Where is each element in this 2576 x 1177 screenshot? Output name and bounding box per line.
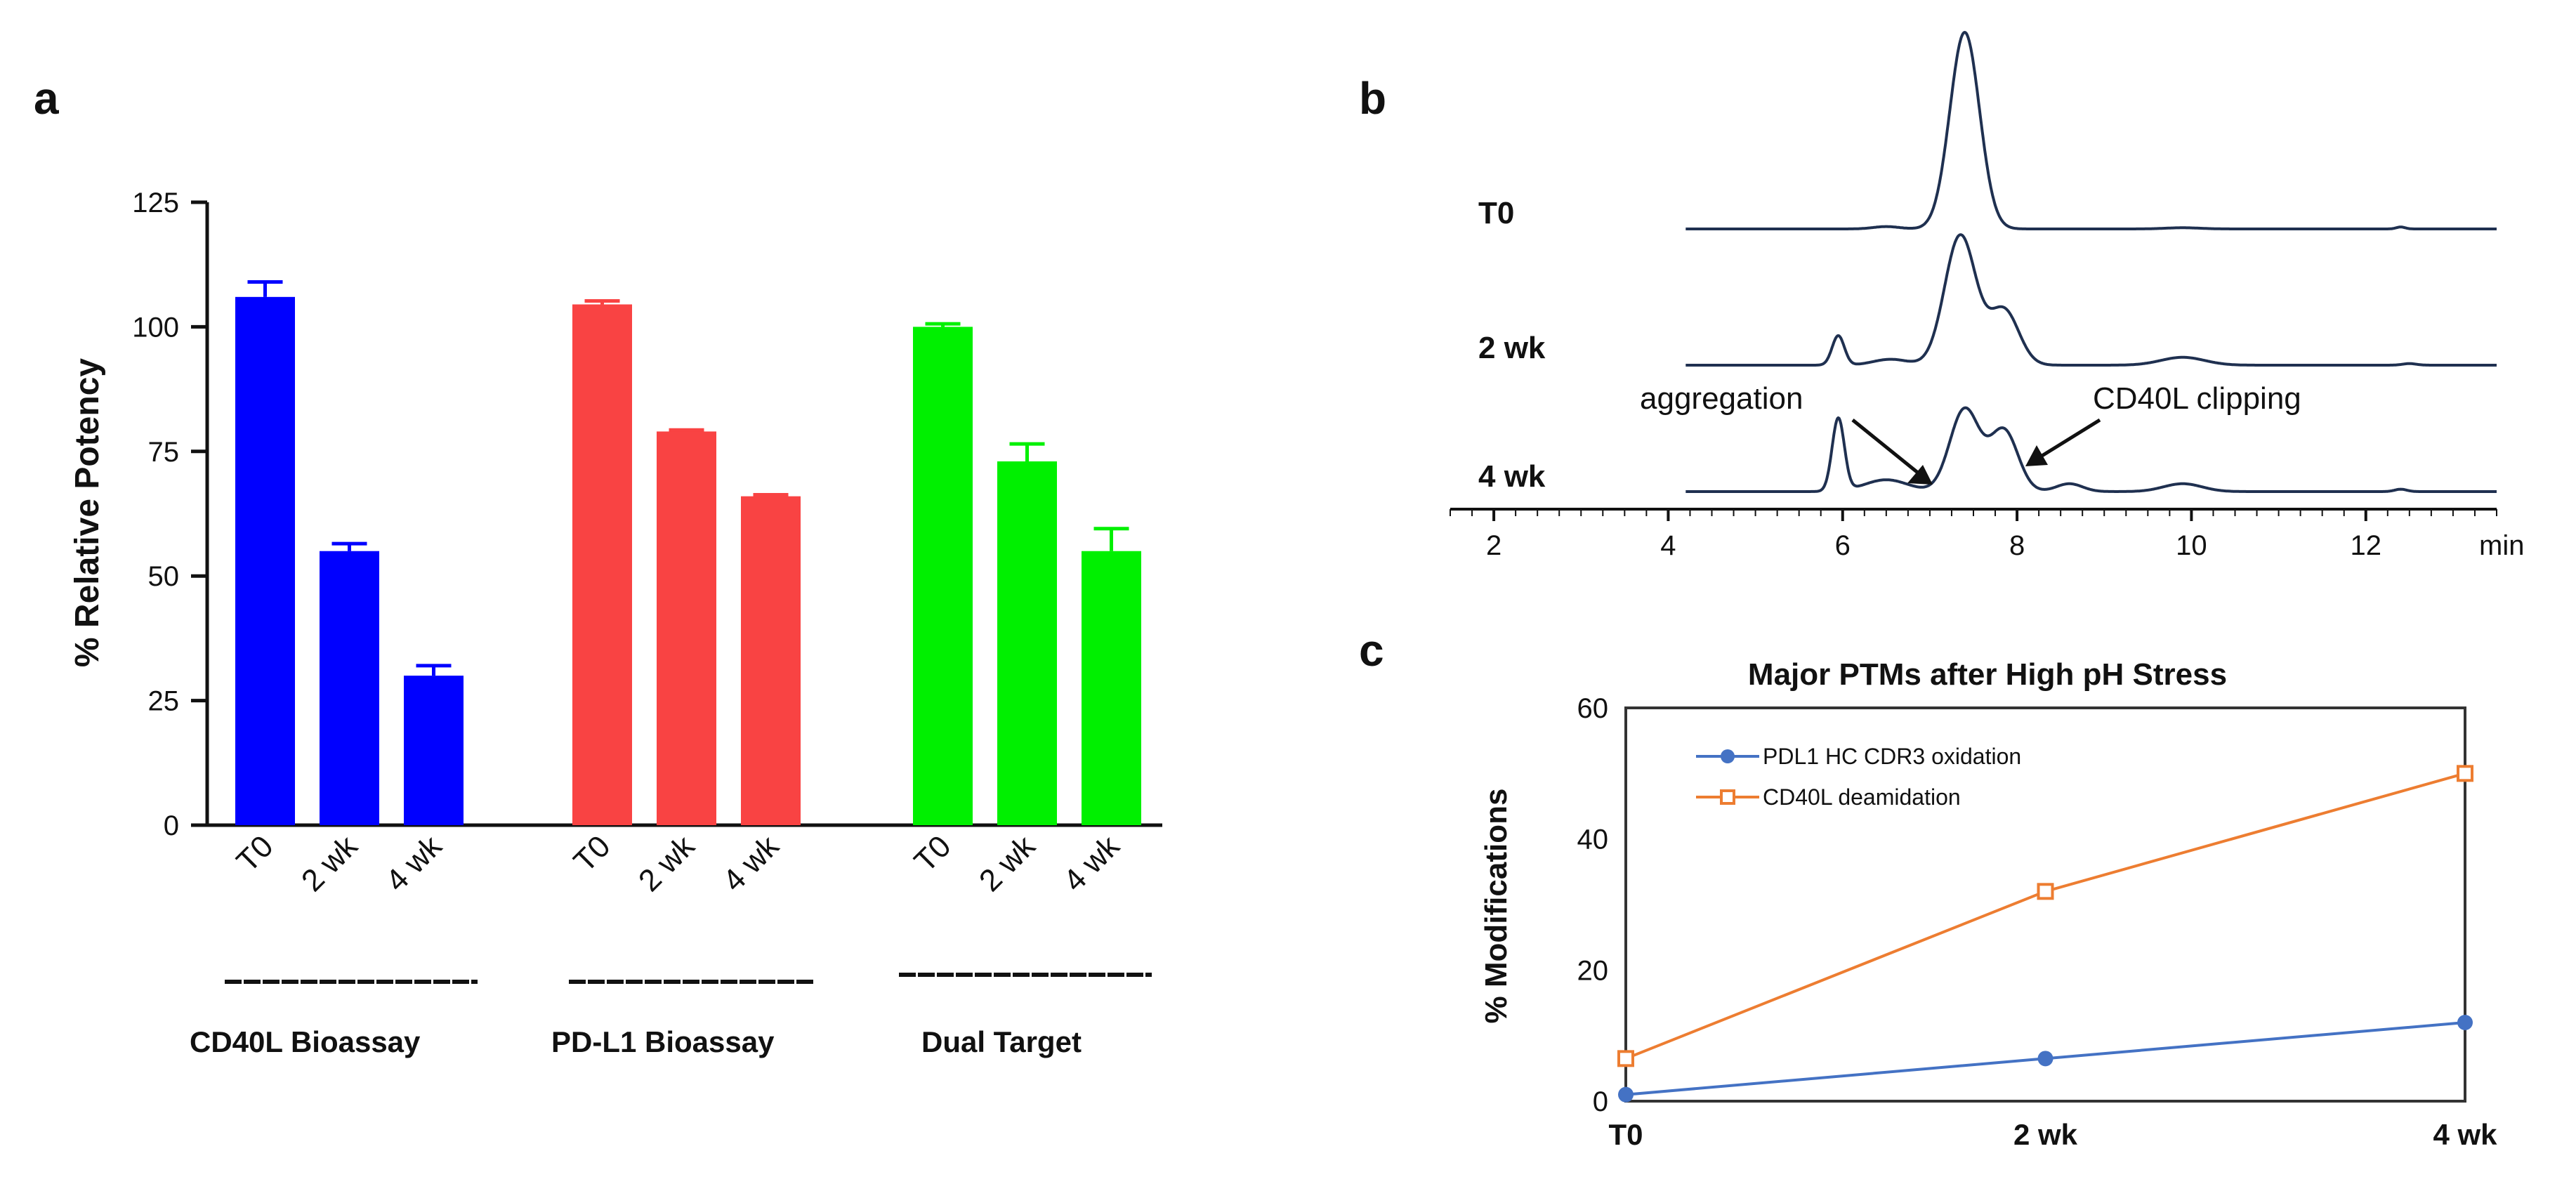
annotation-clipping-arrowhead: [2025, 445, 2048, 466]
panel-c-plot-frame: [1624, 706, 2466, 1103]
panel-b-x-tick-label: 10: [2176, 530, 2207, 561]
series-point: [1617, 1050, 1634, 1067]
legend-entry-oxidation: PDL1 HC CDR3 oxidation: [1696, 744, 2021, 769]
panel-a-group-dual: Dual Target: [899, 973, 1152, 1058]
panel-a-letter: a: [34, 73, 59, 124]
annotation-aggregation-label: aggregation: [1640, 381, 1803, 416]
panel-c-y-ticks: 0 20 40 60: [1577, 693, 1609, 1117]
group-label-dual: Dual Target: [921, 1025, 1082, 1058]
bar-category-label: 4 wk: [379, 829, 449, 898]
annotation-aggregation-arrowhead: [1907, 465, 1933, 485]
panel-c-x-tick-label: T0: [1608, 1118, 1643, 1151]
bar: [657, 431, 716, 825]
bar-category-label: 2 wk: [295, 829, 364, 898]
trace-label-t0: T0: [1478, 196, 1514, 230]
panel-c-y-tick-label: 60: [1577, 693, 1609, 724]
bar: [320, 551, 379, 825]
bar: [997, 461, 1057, 825]
trace-line: [1685, 31, 2497, 230]
panel-a-y-tick-label: 100: [132, 312, 179, 343]
bar: [1082, 551, 1141, 825]
trace-label-4wk: 4 wk: [1478, 459, 1546, 494]
bar: [913, 327, 973, 825]
series-point: [2037, 883, 2054, 900]
legend-marker-oxidation: [1721, 749, 1735, 763]
group-label-pdl1: PD-L1 Bioassay: [551, 1025, 775, 1058]
panel-a-bars: T0 2 wk 4 wk T0 2 wk 4 wk T0 2 wk 4 wk: [230, 280, 1141, 898]
trace-line: [1685, 406, 2497, 493]
panel-c-x-tick-label: 2 wk: [2013, 1118, 2078, 1151]
panel-b-x-tick-label: 2: [1486, 530, 1501, 561]
bar-category-label: 4 wk: [1057, 829, 1126, 898]
series-point: [2457, 1015, 2473, 1030]
panel-b: b 2 4 6 8 10 12 min T0 2 wk 4 wk aggregation …: [1359, 31, 2524, 561]
panel-a: a 0 25 50 75 100 125 % Relative Potency T0 2 w…: [34, 73, 1162, 1058]
group-label-cd40l: CD40L Bioassay: [190, 1025, 421, 1058]
panel-c-y-axis-title: % Modifications: [1479, 789, 1513, 1024]
panel-a-group-cd40l: CD40L Bioassay: [190, 980, 478, 1058]
panel-a-group-pdl1: PD-L1 Bioassay: [551, 980, 815, 1058]
panel-c-title: Major PTMs after High pH Stress: [1748, 657, 2227, 692]
annotation-aggregation: aggregation: [1640, 381, 1933, 485]
panel-a-y-tick-label: 75: [148, 437, 180, 468]
bar-category-label: T0: [567, 829, 617, 879]
series-point: [2457, 765, 2473, 782]
bar-category-label: 2 wk: [973, 829, 1042, 898]
bar-category-label: 4 wk: [716, 829, 786, 898]
bar-category-label: T0: [230, 829, 280, 879]
bar: [404, 676, 464, 825]
panel-c-y-tick-label: 40: [1577, 824, 1609, 855]
panel-a-y-tick-label: 0: [164, 810, 179, 841]
panel-c: c Major PTMs after High pH Stress 0 20 40 6…: [1359, 625, 2497, 1151]
panel-b-x-tick-label: 12: [2351, 530, 2382, 561]
panel-a-y-axis-title: % Relative Potency: [69, 358, 106, 667]
legend-label-oxidation: PDL1 HC CDR3 oxidation: [1763, 744, 2021, 769]
panel-c-legend: PDL1 HC CDR3 oxidation CD40L deamidation: [1696, 744, 2021, 810]
bar-category-label: 2 wk: [632, 829, 702, 898]
panel-b-letter: b: [1359, 73, 1386, 124]
panel-a-y-tick-label: 25: [148, 686, 180, 717]
bar-category-label: T0: [908, 829, 958, 879]
panel-b-traces: [1685, 31, 2497, 493]
panel-c-x-tick-label: 4 wk: [2433, 1118, 2497, 1151]
panel-c-y-tick-label: 20: [1577, 955, 1609, 986]
panel-c-x-ticks: T0 2 wk 4 wk: [1608, 1118, 2497, 1151]
panel-b-x-tick-label: 8: [2009, 530, 2025, 561]
panel-c-series: [1617, 765, 2473, 1103]
annotation-aggregation-arrow: [1851, 419, 1920, 475]
panel-b-x-unit: min: [2479, 530, 2524, 561]
panel-a-y-tick-label: 125: [132, 188, 179, 218]
annotation-clipping-label: CD40L clipping: [2093, 381, 2301, 416]
panel-c-y-tick-label: 0: [1593, 1086, 1608, 1117]
legend-label-deamidation: CD40L deamidation: [1763, 784, 1961, 810]
bar: [572, 304, 632, 825]
panel-a-y-tick-label: 50: [148, 561, 180, 592]
panel-b-x-tick-label: 6: [1835, 530, 1851, 561]
panel-a-y-ticks: 0 25 50 75 100 125: [132, 188, 207, 841]
panel-b-x-tick-label: 4: [1660, 530, 1676, 561]
trace-line: [1685, 233, 2497, 367]
bar: [741, 496, 801, 825]
series-point: [1618, 1086, 1634, 1103]
panel-b-x-ticks: 2 4 6 8 10 12: [1450, 509, 2497, 561]
legend-marker-deamidation: [1720, 789, 1735, 805]
bar: [235, 296, 295, 826]
annotation-clipping: CD40L clipping: [2025, 381, 2301, 466]
trace-label-2wk: 2 wk: [1478, 331, 1546, 365]
annotation-clipping-arrow: [2039, 418, 2101, 459]
series-point: [2037, 1051, 2053, 1067]
series-line: [1625, 772, 2466, 1060]
legend-entry-deamidation: CD40L deamidation: [1696, 784, 1961, 810]
panel-c-letter: c: [1359, 625, 1384, 676]
